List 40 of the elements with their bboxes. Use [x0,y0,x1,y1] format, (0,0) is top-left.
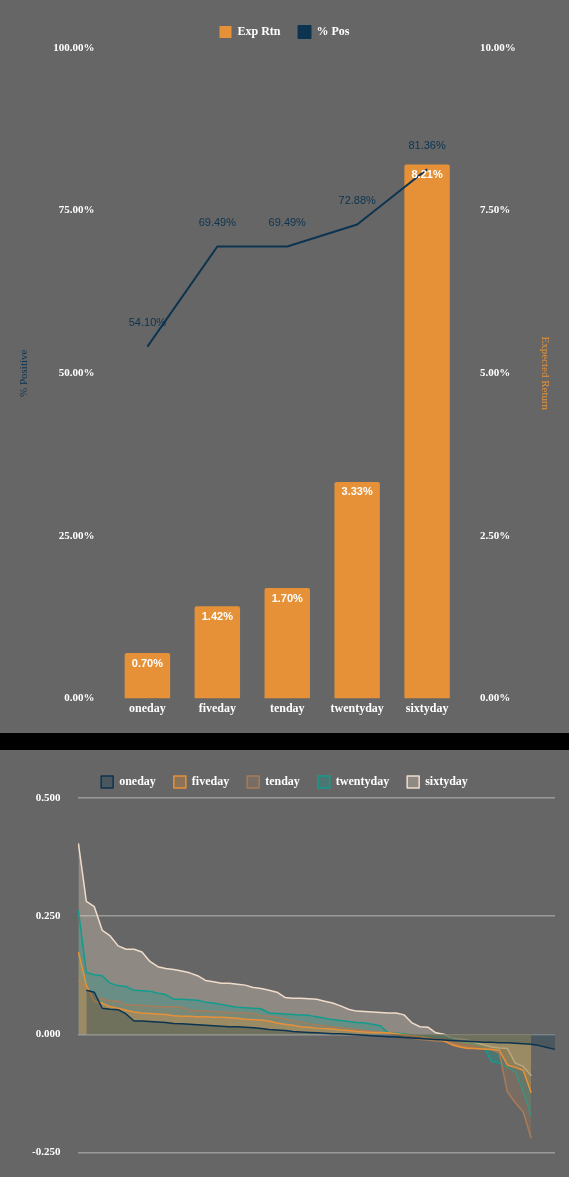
data-label: 72.88% [338,193,377,206]
y2-tick-label: 2.50% [480,528,511,541]
x-tick-label: tenday [269,700,305,715]
x-tick-label: sixtyday [405,700,449,715]
bar [334,481,380,699]
y-tick-label: 25.00% [58,528,95,541]
y-tick-label: 0.250 [35,908,61,921]
legend-label: twentyday [335,774,390,789]
x-tick-label: oneday [129,700,166,715]
legend-label: Exp Rtn [237,24,281,39]
y2-tick-label: 7.50% [480,203,511,216]
data-label: 1.42% [201,609,234,622]
y-tick-label: 100.00% [53,40,95,53]
y-tick-label: 0.500 [35,790,61,803]
data-label: 0.70% [131,656,164,669]
data-label: 69.49% [198,216,237,229]
y-tick-label: 0.00% [64,691,95,704]
y-tick-label: 0.000 [35,1027,61,1040]
legend-label: tenday [265,774,300,789]
data-label: 81.36% [408,138,446,151]
x-tick-label: fiveday [198,700,236,715]
data-label: 1.70% [271,591,304,604]
y-tick-label: 75.00% [58,203,95,216]
bar [404,164,450,699]
y2-tick-label: 10.00% [480,40,516,53]
y2-tick-label: 5.00% [480,366,511,379]
y-tick-label: 50.00% [58,366,95,379]
data-label: 69.49% [268,216,307,229]
y-axis-title: % Positive [17,349,30,397]
y-tick-label: -0.250 [31,1145,61,1158]
data-label: 3.33% [341,485,373,498]
legend-label: fiveday [191,774,230,789]
x-tick-label: twentyday [330,700,384,715]
legend-label: % Pos [316,24,350,39]
y2-axis-title: Expected Return [539,336,552,411]
legend-label: oneday [119,774,156,789]
bar [264,588,310,699]
legend-label: sixtyday [425,774,468,789]
y2-tick-label: 0.00% [480,691,511,704]
bar [194,606,241,699]
